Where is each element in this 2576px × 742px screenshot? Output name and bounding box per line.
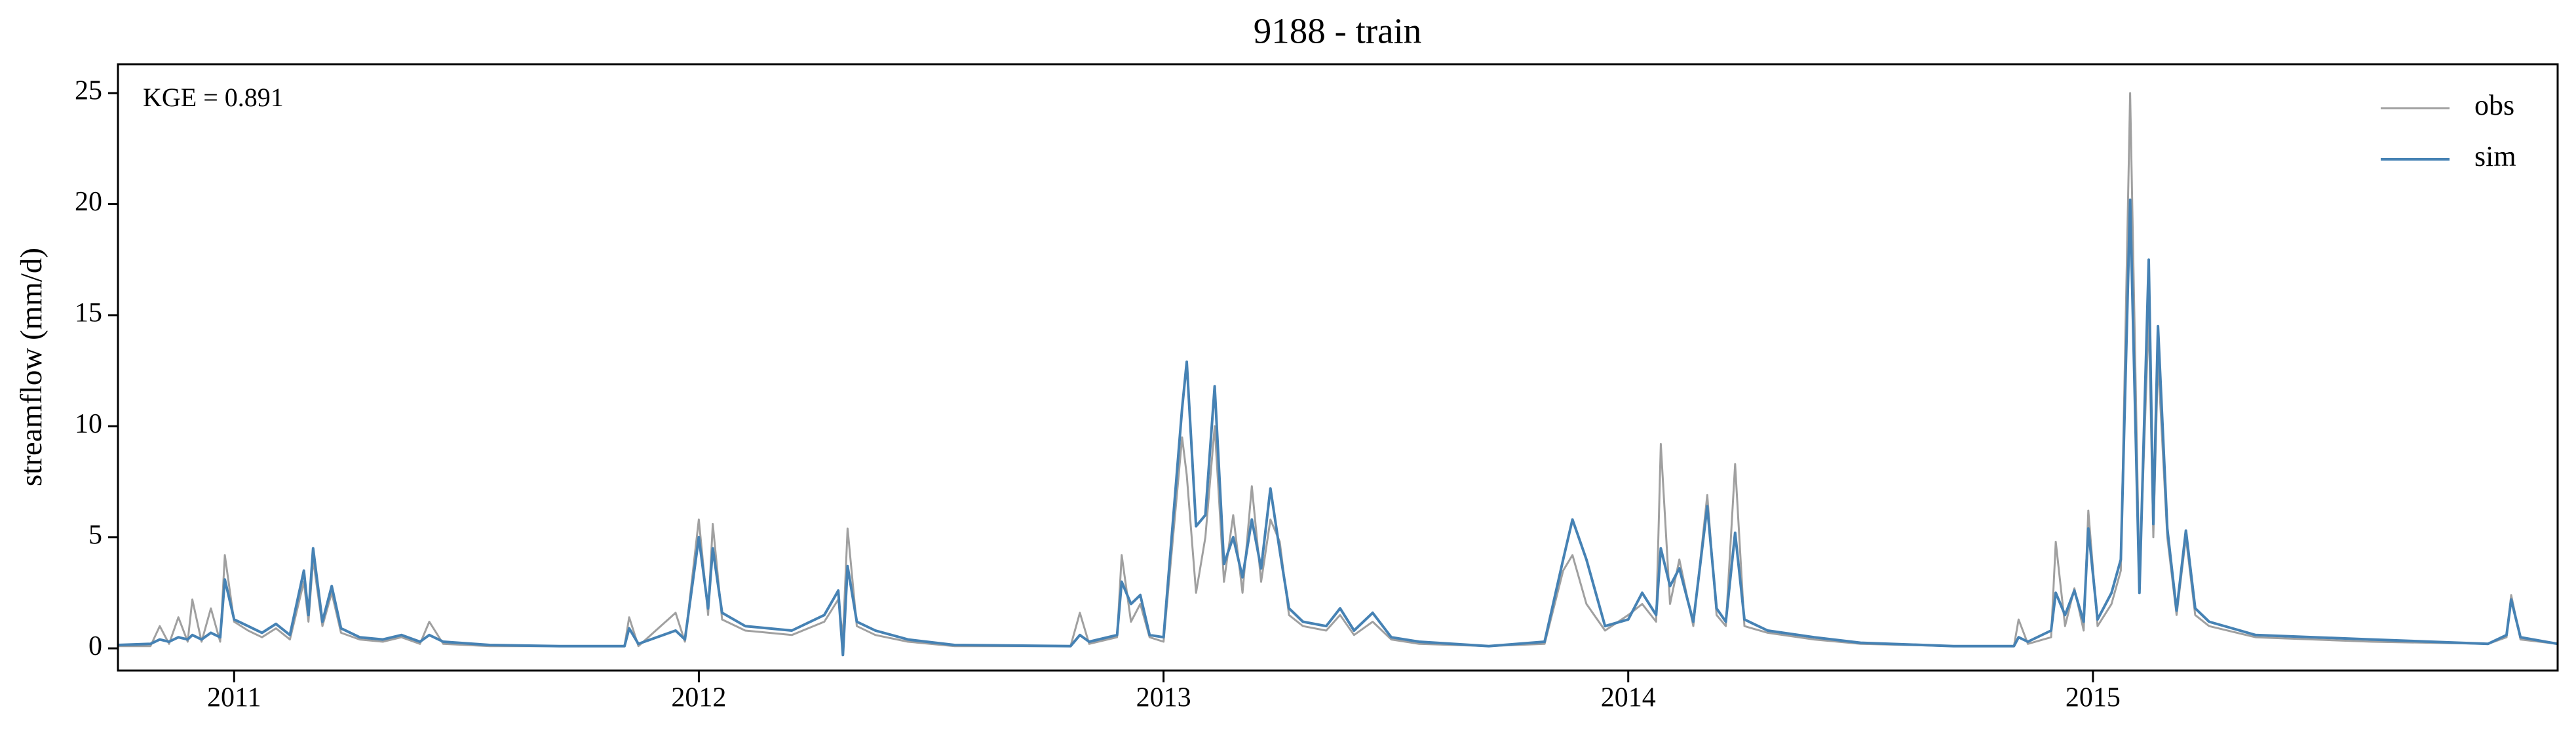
y-tick-label: 25 [75,76,102,106]
x-tick-label: 2013 [1136,683,1191,713]
y-tick-label: 0 [88,631,102,661]
y-axis-label: streamflow (mm/d) [14,248,48,486]
plot-lines [118,92,2558,657]
x-tick-label: 2015 [2066,683,2121,713]
chart-title: 9188 - train [1254,11,1422,51]
plot-frame [117,63,2559,672]
y-tick-label: 5 [88,520,102,550]
series-line [118,198,2558,657]
x-tick-label: 2014 [1601,683,1656,713]
annotation: KGE = 0.891 [143,83,284,112]
series-line [118,92,2558,648]
x-tick-label: 2012 [671,683,726,713]
legend-label: sim [2474,140,2516,172]
legend-label: obs [2474,89,2514,121]
x-tick-label: 2011 [207,683,261,713]
y-tick-label: 15 [75,298,102,328]
y-tick-label: 10 [75,409,102,439]
y-tick-label: 20 [75,187,102,217]
